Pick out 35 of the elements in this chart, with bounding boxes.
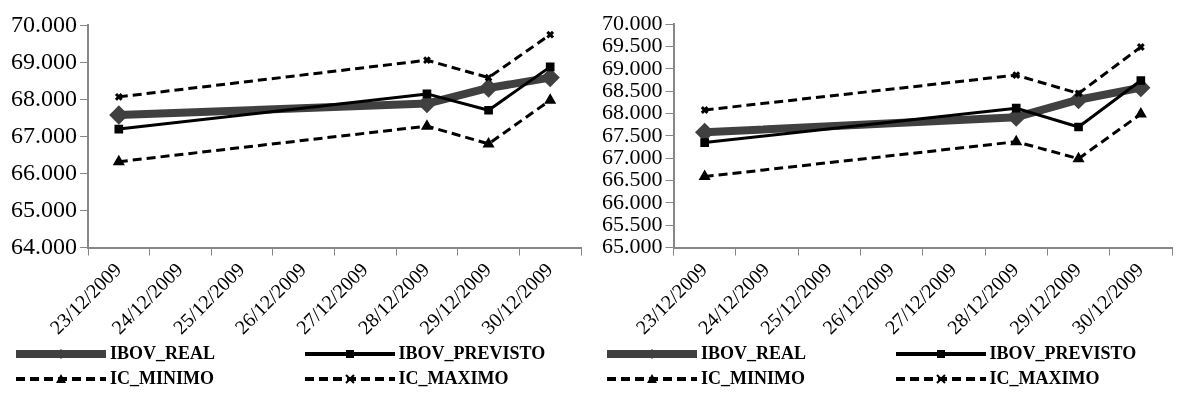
point xyxy=(1070,91,1087,108)
legend-label: IBOV_PREVISTO xyxy=(989,343,1137,364)
y-tick-label: 67.000 xyxy=(11,121,77,148)
y-tick-label: 68.500 xyxy=(602,77,663,102)
point xyxy=(696,124,713,141)
point xyxy=(1008,109,1025,126)
legend-label: IC_MINIMO xyxy=(110,368,214,389)
point xyxy=(480,79,497,96)
point xyxy=(545,94,556,104)
point xyxy=(114,124,124,134)
point xyxy=(1074,122,1083,132)
point xyxy=(1011,103,1021,113)
y-tick-label: 69.000 xyxy=(11,47,77,74)
y-tick-label: 66.000 xyxy=(11,158,77,185)
y-tick-label: 70.000 xyxy=(602,9,663,35)
point xyxy=(545,62,555,72)
point xyxy=(484,105,493,115)
legend-label: IBOV_REAL xyxy=(110,343,216,364)
legend-label: IBOV_REAL xyxy=(701,343,807,364)
legend-label: IC_MAXIMO xyxy=(398,368,509,389)
point xyxy=(542,69,559,86)
legend-label: IC_MAXIMO xyxy=(989,368,1100,389)
point xyxy=(700,138,709,147)
point xyxy=(421,120,432,130)
point xyxy=(110,107,127,124)
y-tick-label: 64.000 xyxy=(11,232,77,259)
y-tick-label: 70.000 xyxy=(11,10,77,37)
legend-label: IC_MINIMO xyxy=(701,368,805,389)
legend-label: IBOV_PREVISTO xyxy=(398,343,546,364)
point xyxy=(1136,76,1146,85)
point xyxy=(1135,108,1146,118)
y-tick-label: 68.000 xyxy=(11,84,77,111)
y-tick-label: 65.000 xyxy=(11,195,77,222)
point xyxy=(483,138,494,148)
point xyxy=(422,89,432,99)
